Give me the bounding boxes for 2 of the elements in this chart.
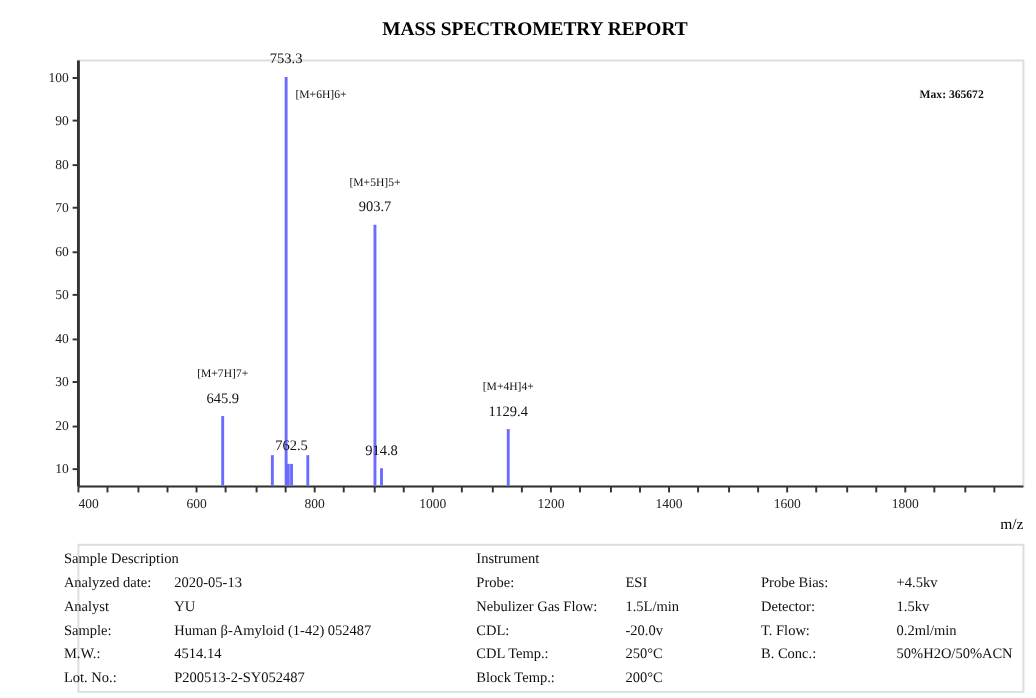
chart-title: MASS SPECTROMETRY REPORT bbox=[382, 19, 689, 42]
x-axis-title: m/z bbox=[1000, 515, 1025, 534]
